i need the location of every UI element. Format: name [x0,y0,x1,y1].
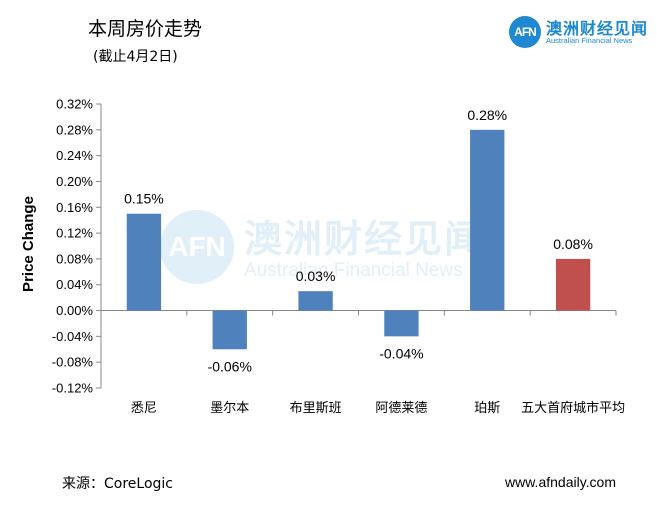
brand-logo: AFN 澳洲财经见闻 Australian Financial News [509,16,649,48]
data-label: 0.15% [124,191,164,207]
chart-subtitle: (截止4月2日) [93,49,178,65]
x-tick-label: 阿德莱德 [375,401,427,416]
source-note: 来源：CoreLogic [62,476,173,492]
y-tick-label: 0.28% [56,122,93,137]
bar [212,310,247,350]
y-tick-label: 0.16% [56,200,93,215]
y-tick-label: 0.32% [56,97,93,112]
y-tick-label: 0.00% [56,303,93,318]
bar [470,129,505,311]
y-tick-label: 0.12% [56,226,93,241]
data-label: 0.28% [467,107,507,123]
bar [298,291,333,311]
brand-name-en: Australian Financial News [546,36,633,45]
x-tick-label: 悉尼 [131,401,157,416]
y-tick-label: -0.04% [52,329,94,344]
afn-logo-icon: AFN [509,16,541,48]
x-tick-label: 五大首府城市平均 [521,400,625,416]
brand-name-cn: 澳洲财经见闻 [546,19,649,38]
y-axis-title: Price Change [20,196,37,292]
data-label: 0.08% [553,236,593,252]
x-tick-label: 布里斯班 [290,401,342,416]
bar [126,213,162,311]
y-tick-label: 0.24% [56,148,93,163]
y-tick-label: 0.04% [56,277,93,292]
data-label: -0.04% [379,345,423,361]
data-label: 0.03% [296,268,336,284]
bar [384,310,419,337]
x-tick-label: 墨尔本 [210,401,249,416]
website-url: www.afndaily.com [505,474,617,490]
y-tick-label: 0.08% [56,251,93,266]
chart-title: 本周房价走势 [88,18,203,40]
y-tick-label: -0.12% [52,381,94,396]
y-tick-label: -0.08% [52,355,94,370]
x-tick-label: 珀斯 [474,401,500,416]
y-tick-label: 0.20% [56,174,93,189]
bar [555,258,591,311]
data-label: -0.06% [208,358,252,374]
